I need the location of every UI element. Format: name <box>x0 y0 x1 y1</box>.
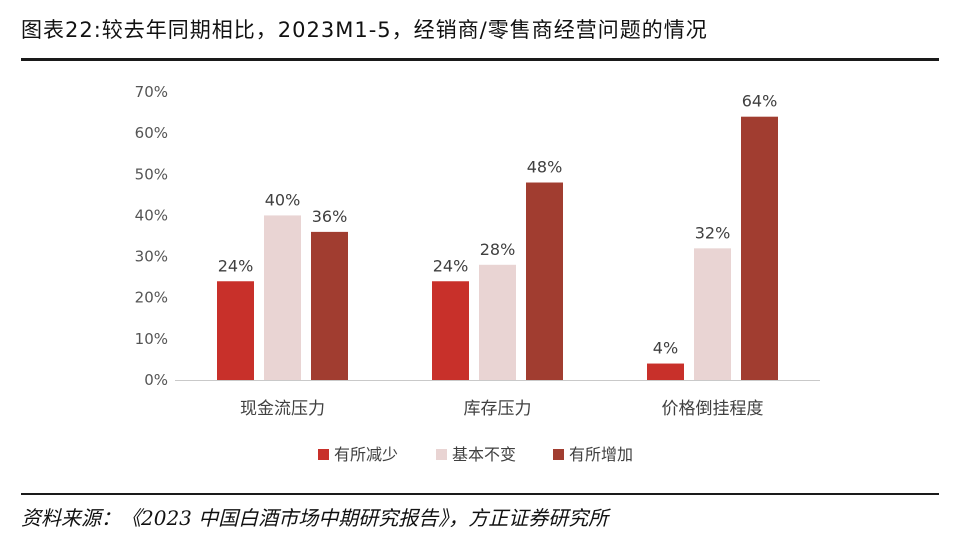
data-label: 64% <box>742 92 778 111</box>
bar-2-3 <box>694 248 731 380</box>
legend-label: 有所增加 <box>569 445 633 464</box>
y-axis: 0% 10% 20% 30% 40% 50% 60% 70% <box>135 83 168 389</box>
bar-3-1 <box>311 231 348 380</box>
data-label: 4% <box>653 339 678 358</box>
bottom-rule <box>21 493 939 495</box>
y-tick-label: 20% <box>135 289 168 307</box>
data-label: 40% <box>265 190 301 209</box>
bar-1-2 <box>432 281 469 380</box>
x-axis: 现金流压力 库存压力 价格倒挂程度 <box>175 380 820 419</box>
legend-label: 有所减少 <box>334 445 398 464</box>
x-tick-label: 价格倒挂程度 <box>662 399 764 419</box>
bar-3-3 <box>741 116 778 380</box>
x-tick-label: 库存压力 <box>464 399 532 419</box>
data-label: 36% <box>312 207 348 226</box>
x-tick-label: 现金流压力 <box>240 399 325 419</box>
y-tick-label: 70% <box>135 83 168 101</box>
data-label: 24% <box>218 256 254 275</box>
legend-swatch <box>553 449 564 460</box>
y-tick-label: 10% <box>135 330 168 348</box>
legend-swatch <box>436 449 447 460</box>
y-tick-label: 0% <box>144 371 168 389</box>
chart-title: 图表22:较去年同期相比，2023M1-5，经销商/零售商经营问题的情况 <box>21 18 708 42</box>
source-note: 资料来源：《2023 中国白酒市场中期研究报告》，方正证券研究所 <box>21 506 609 530</box>
data-label: 48% <box>527 158 563 177</box>
bar-3-2 <box>526 182 563 380</box>
bar-2-1 <box>264 215 301 380</box>
bar-1-3 <box>647 363 684 380</box>
data-label: 28% <box>480 240 516 259</box>
data-labels: 24% 40% 36% 24% 28% 48% 4% 32% 64% <box>218 92 778 358</box>
bar-1-1 <box>217 281 254 380</box>
legend-swatch <box>318 449 329 460</box>
y-tick-label: 40% <box>135 206 168 224</box>
legend-label: 基本不变 <box>452 445 516 464</box>
data-label: 24% <box>433 256 469 275</box>
y-tick-label: 60% <box>135 124 168 142</box>
legend: 有所减少 基本不变 有所增加 <box>318 445 633 464</box>
y-tick-label: 30% <box>135 248 168 266</box>
bar-2-2 <box>479 264 516 380</box>
top-rule <box>21 58 939 61</box>
bars <box>217 116 778 380</box>
data-label: 32% <box>695 223 731 242</box>
y-tick-label: 50% <box>135 165 168 183</box>
